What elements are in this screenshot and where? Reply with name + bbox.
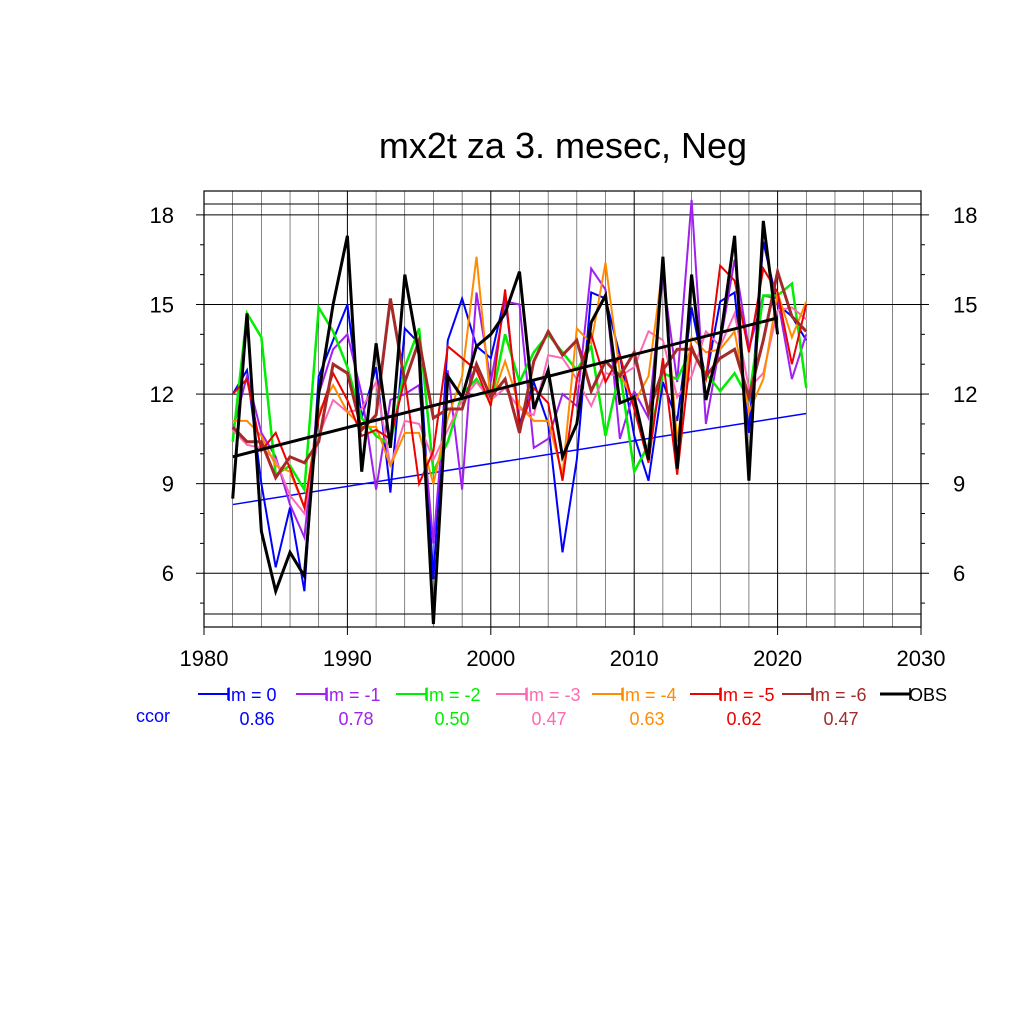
y-tick-label-left: 12 — [150, 382, 174, 407]
chart-title: mx2t za 3. mesec, Neg — [379, 125, 747, 166]
x-tick-label: 2030 — [897, 646, 946, 671]
legend-label: lm = -5 — [719, 685, 775, 705]
legend-corr-value: 0.78 — [338, 709, 373, 729]
ccor-label: ccor — [136, 706, 170, 726]
x-tick-label: 2010 — [610, 646, 659, 671]
legend-label: lm = -3 — [525, 685, 581, 705]
y-tick-label-right: 6 — [953, 561, 965, 586]
legend-label: OBS — [909, 685, 947, 705]
legend-corr-value: 0.86 — [239, 709, 274, 729]
y-tick-label-right: 15 — [953, 292, 977, 317]
legend-label: lm = -6 — [811, 685, 867, 705]
legend-label: lm = -4 — [621, 685, 677, 705]
legend-label: lm = 0 — [227, 685, 277, 705]
x-tick-label: 2020 — [753, 646, 802, 671]
trend-line-lm-0 — [232, 412, 807, 506]
legend-corr-value: 0.63 — [629, 709, 664, 729]
legend: ccor lm = 0 0.86 lm = -1 0.78 lm = -2 0.50 lm … — [136, 685, 947, 729]
y-tick-label-right: 18 — [953, 203, 977, 228]
trend-line-obs — [232, 316, 778, 459]
legend-label: lm = -2 — [425, 685, 481, 705]
x-tick-label: 2000 — [466, 646, 515, 671]
axes: 1980 1990 2000 2010 2020 2030 6 6 9 9 12 12 15 15 18 18 — [150, 203, 978, 671]
series-layer — [231, 199, 808, 625]
legend-corr-value: 0.50 — [434, 709, 469, 729]
y-tick-label-left: 15 — [150, 292, 174, 317]
legend-corr-value: 0.47 — [531, 709, 566, 729]
y-tick-label-left: 18 — [150, 203, 174, 228]
legend-corr-value: 0.62 — [726, 709, 761, 729]
legend-corr-value: 0.47 — [823, 709, 858, 729]
legend-label: lm = -1 — [325, 685, 381, 705]
x-tick-label: 1980 — [180, 646, 229, 671]
x-tick-label: 1990 — [323, 646, 372, 671]
y-tick-label-left: 9 — [162, 472, 174, 497]
y-tick-label-right: 12 — [953, 382, 977, 407]
plot-border — [203, 190, 922, 628]
series-line-lm-1 — [231, 199, 808, 544]
series-line-lm-6 — [231, 265, 808, 481]
series-line-obs — [231, 220, 780, 625]
plot-frame — [203, 190, 922, 628]
y-tick-label-right: 9 — [953, 472, 965, 497]
grid — [203, 191, 922, 627]
y-tick-label-left: 6 — [162, 561, 174, 586]
